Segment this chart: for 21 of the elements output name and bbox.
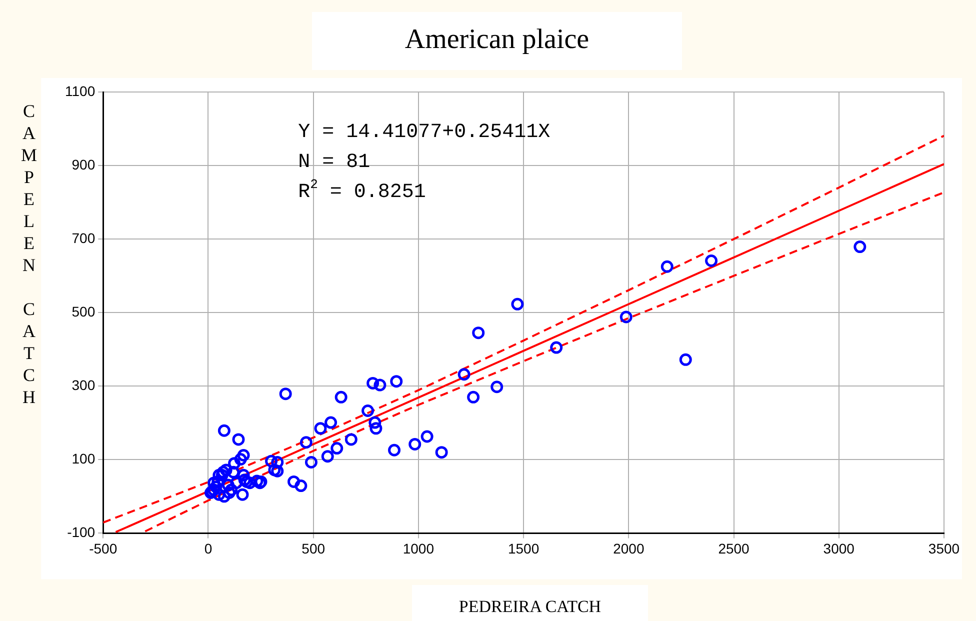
x-axis-title: PEDREIRA CATCH [412, 585, 648, 621]
annotation: Y = 14.41077+0.25411X [298, 121, 550, 144]
x-tick-label: 500 [302, 540, 326, 556]
x-tick-label: 3500 [928, 540, 960, 556]
x-tick-label: 3000 [823, 540, 855, 556]
x-tick-label: 0 [204, 540, 212, 556]
x-tick-label: 2000 [613, 540, 644, 556]
x-tick-label: 1500 [508, 540, 540, 556]
y-tick-label: 100 [72, 450, 96, 467]
x-tick-label: 1000 [402, 540, 434, 556]
y-tick-label: -100 [67, 524, 96, 540]
y-tick-label: 1100 [64, 82, 96, 99]
x-tick-label: -500 [89, 540, 118, 556]
y-tick-label: 500 [72, 303, 96, 320]
x-tick-label: 2500 [718, 540, 750, 556]
y-tick-label: 300 [72, 376, 96, 393]
annotation: N = 81 [298, 151, 370, 174]
y-tick-label: 900 [72, 156, 96, 172]
text: CAMPELEN CATCH [20, 101, 37, 407]
y-tick-label: 700 [72, 230, 96, 246]
chart-title: American plaice [312, 12, 682, 70]
